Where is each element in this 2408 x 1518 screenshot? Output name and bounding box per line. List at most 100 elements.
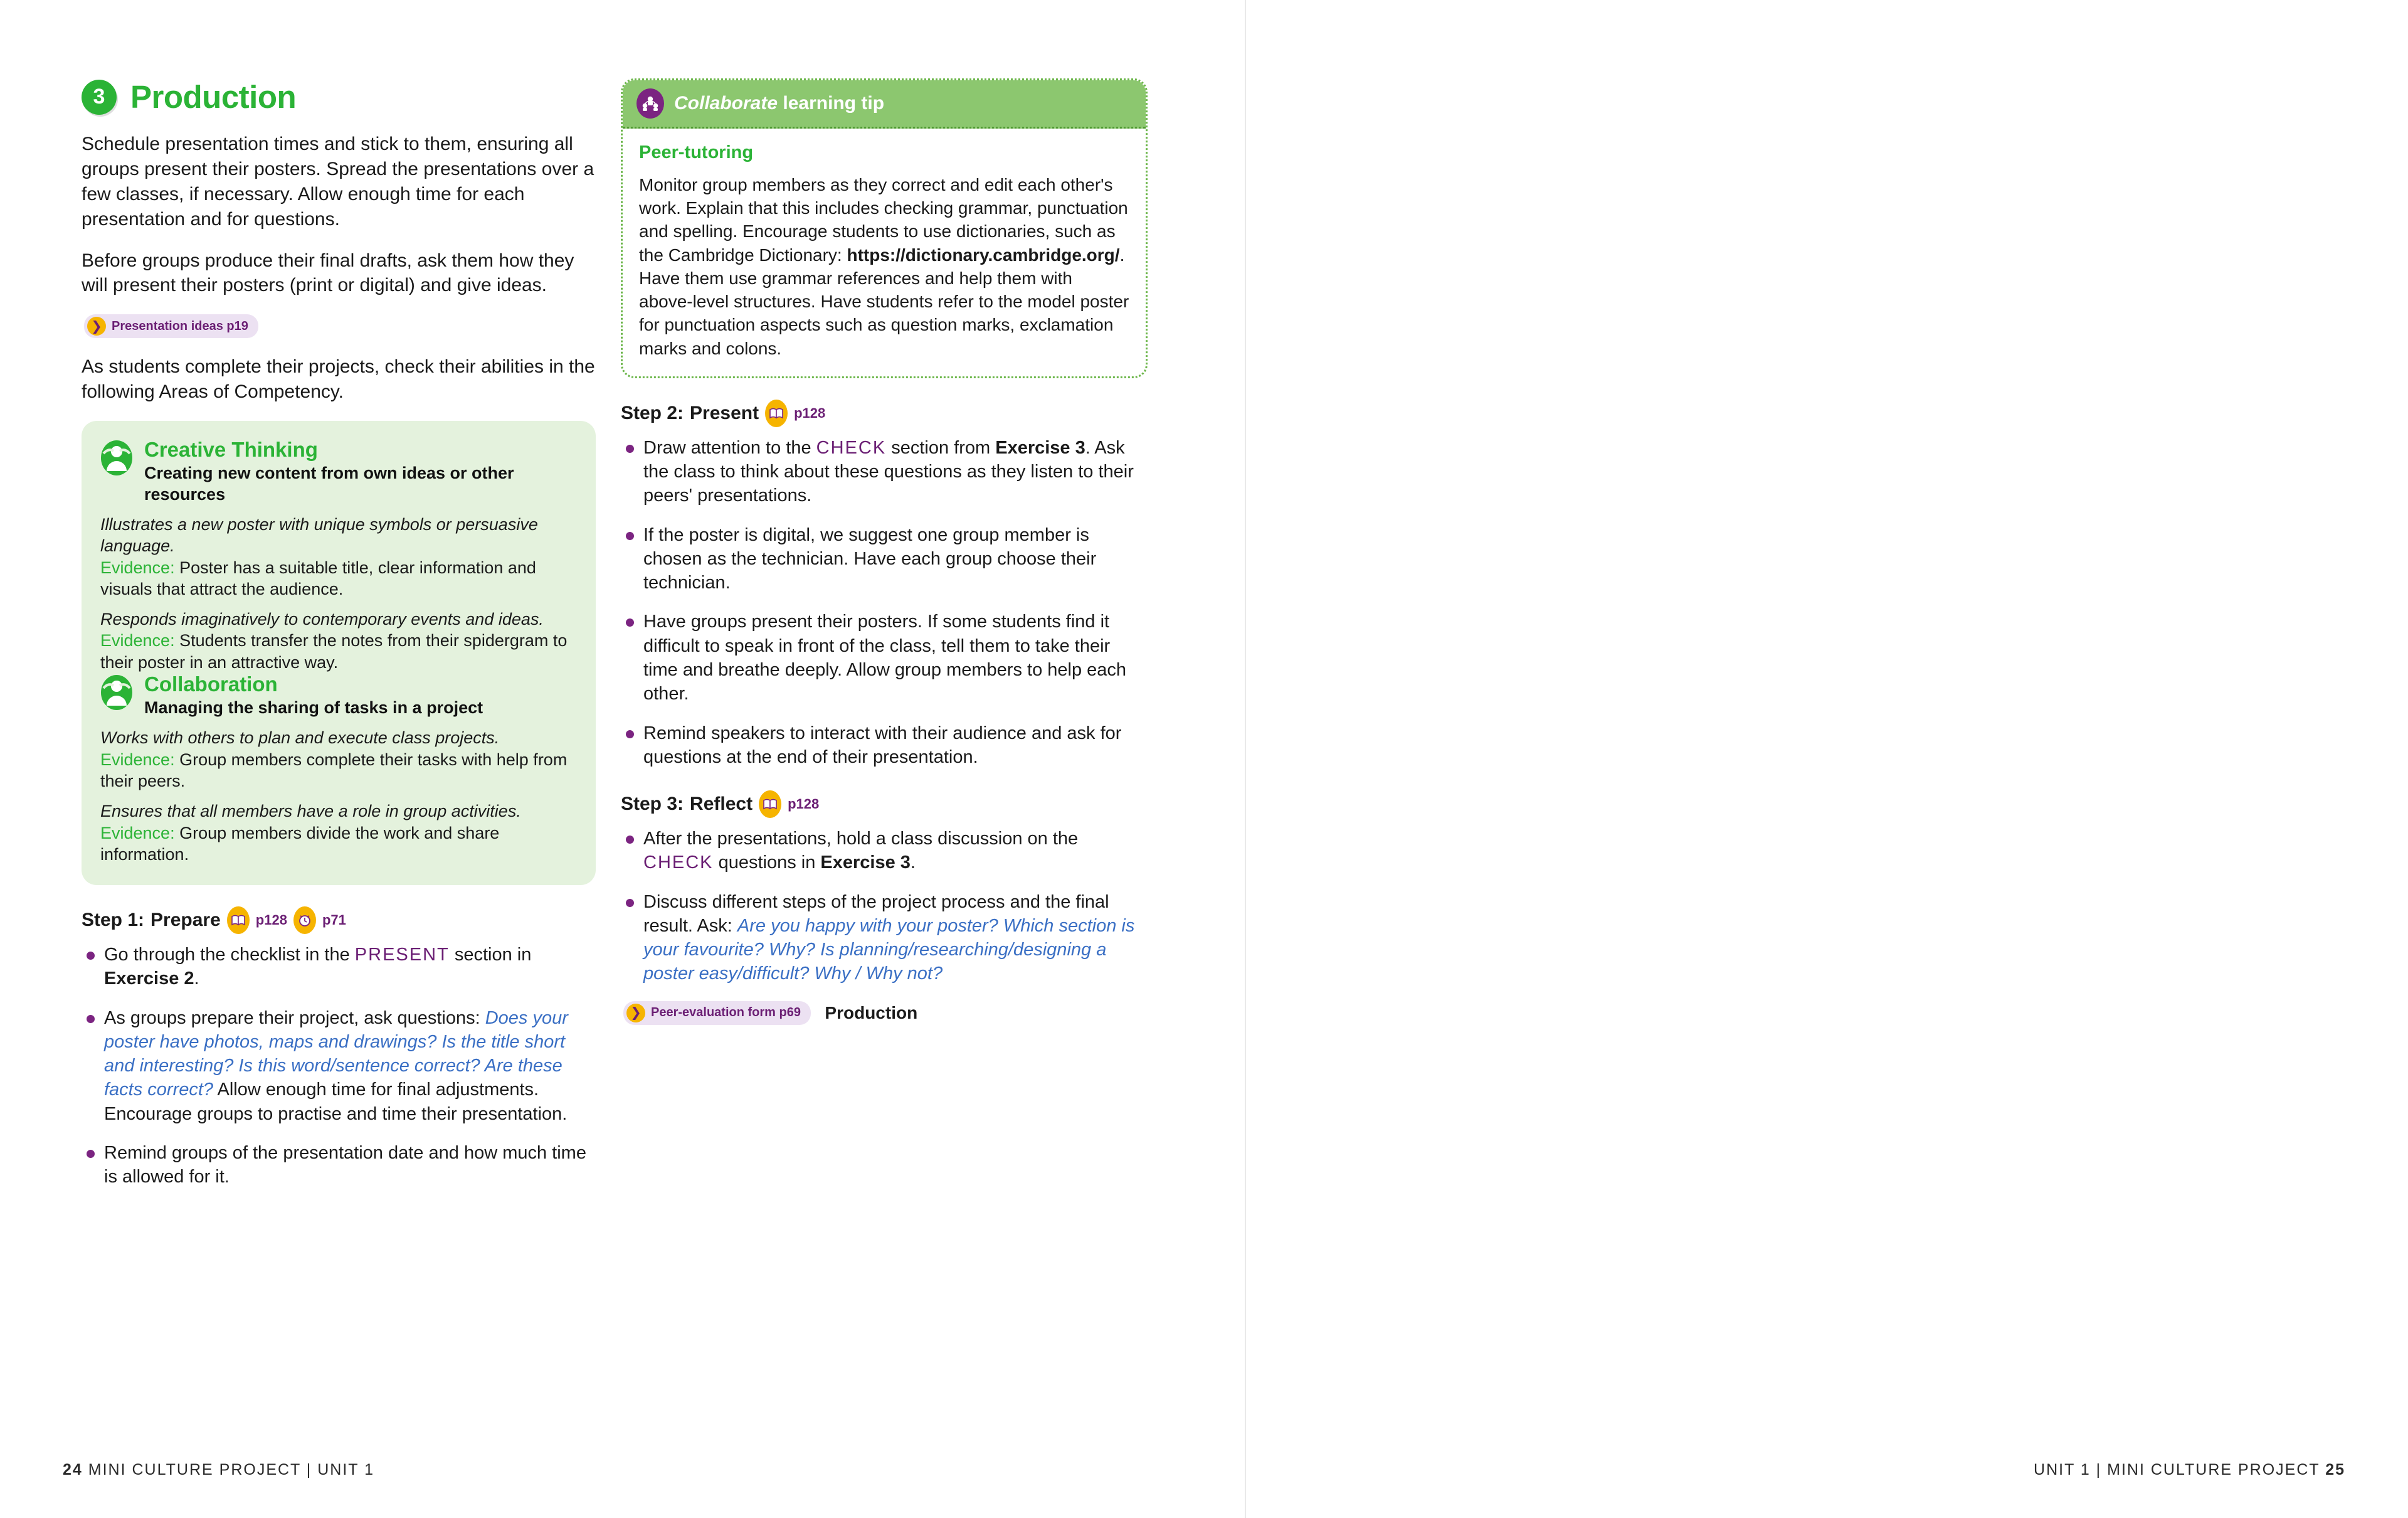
left-column: 3 Production Schedule presentation times… <box>82 78 596 1204</box>
step-label: Step 1: <box>82 910 145 931</box>
bullet-text: section in <box>449 945 532 965</box>
person-competency-icon <box>101 674 132 710</box>
intro-paragraph-2: Before groups produce their final drafts… <box>82 250 574 296</box>
page-ref-book: p128 <box>794 405 826 421</box>
section-number-badge: 3 <box>82 79 117 115</box>
competency-subtitle: Managing the sharing of tasks in a proje… <box>144 698 483 717</box>
page-ref-clock: p71 <box>322 912 346 928</box>
right-page: Project evaluation rubric: a poster Use … <box>1245 0 2408 1518</box>
bullet-text: Draw attention to the <box>643 437 816 458</box>
step-1-bullets: Go through the checklist in the PRESENT … <box>82 943 596 1189</box>
list-item: After the presentations, hold a class di… <box>621 827 1148 875</box>
competency-can-do: Works with others to plan and execute cl… <box>100 728 500 748</box>
tip-title-italic: Collaborate <box>674 93 778 114</box>
bullet-text: section from <box>886 437 996 458</box>
bullet-text: . Ask the class to think about these que… <box>643 437 1134 506</box>
production-label: Production <box>825 1002 918 1022</box>
competency-creative-thinking: Creative Thinking Creating new content f… <box>100 438 577 505</box>
step-1-heading: Step 1: Prepare p128 p71 <box>82 906 596 935</box>
list-item: Discuss different steps of the project p… <box>621 890 1148 986</box>
intro-paragraph-1: Schedule presentation times and stick to… <box>82 134 594 230</box>
smallcaps-check: CHECK <box>643 852 714 873</box>
step-name: Prepare <box>150 910 221 931</box>
bullet-text: Allow enough time for final adjustments.… <box>104 1080 568 1124</box>
page-number: 25 <box>2325 1461 2345 1478</box>
step-2-bullets: Draw attention to the CHECK section from… <box>621 436 1148 769</box>
book-icon <box>759 790 782 819</box>
bullet-text: . <box>910 852 916 873</box>
page-divider <box>1245 0 1246 1518</box>
competency-box: Creative Thinking Creating new content f… <box>82 421 596 886</box>
footer-text: UNIT 1 | MINI CULTURE PROJECT <box>2034 1461 2320 1478</box>
page-ref-book: p128 <box>788 796 820 812</box>
footer-text: MINI CULTURE PROJECT | UNIT 1 <box>88 1461 374 1478</box>
bullet-text: . <box>194 969 199 989</box>
competency-name: Creative Thinking <box>144 438 318 462</box>
collaborate-group-icon <box>636 88 664 119</box>
competency-can-do: Ensures that all members have a role in … <box>100 802 521 821</box>
list-item: Remind groups of the presentation date a… <box>82 1141 596 1189</box>
tip-header: Collaborate learning tip <box>623 80 1146 129</box>
exercise-ref: Exercise 3 <box>995 437 1085 458</box>
bullet-text: questions in <box>713 852 821 873</box>
exercise-ref: Exercise 2 <box>104 969 194 989</box>
competency-evidence: Evidence: Poster has a suitable title, c… <box>100 557 577 600</box>
smallcaps-present: PRESENT <box>354 945 450 965</box>
chevron-right-icon: ❯ <box>626 1003 645 1022</box>
bullet-text: Go through the checklist in the <box>104 945 355 965</box>
tip-subtitle: Peer-tutoring <box>639 142 754 162</box>
clock-icon <box>293 906 316 935</box>
left-page: 3 Production Schedule presentation times… <box>63 78 1148 1479</box>
footer-right: UNIT 1 | MINI CULTURE PROJECT 25 <box>2034 1461 2345 1479</box>
list-item: Remind speakers to interact with their a… <box>621 721 1148 770</box>
step-2-heading: Step 2: Present p128 <box>621 399 1148 427</box>
book-icon <box>765 399 788 427</box>
evidence-label: Evidence: <box>100 823 175 842</box>
chevron-right-icon: ❯ <box>87 317 106 336</box>
smallcaps-check: CHECK <box>816 437 887 458</box>
dictionary-url[interactable]: https://dictionary.cambridge.org/ <box>847 245 1120 265</box>
competency-can-do: Illustrates a new poster with unique sym… <box>100 515 538 556</box>
pill-label: Peer-evaluation form p69 <box>651 1006 801 1020</box>
footer-left: 24 MINI CULTURE PROJECT | UNIT 1 <box>63 1461 374 1479</box>
bullet-text: After the presentations, hold a class di… <box>643 829 1079 849</box>
step-name: Present <box>690 402 759 423</box>
pill-label: Presentation ideas p19 <box>112 319 248 333</box>
evidence-text: Group members divide the work and share … <box>100 823 500 864</box>
tip-title: Collaborate learning tip <box>674 93 884 114</box>
step-3-bullets: After the presentations, hold a class di… <box>621 827 1148 986</box>
page-number: 24 <box>63 1461 83 1478</box>
pill-presentation-ideas[interactable]: ❯ Presentation ideas p19 <box>84 314 258 339</box>
competency-evidence: Evidence: Group members complete their t… <box>100 749 577 792</box>
evidence-text: Group members complete their tasks with … <box>100 750 568 790</box>
evidence-text: Poster has a suitable title, clear infor… <box>100 558 536 598</box>
book-icon <box>226 906 250 935</box>
step-3-heading: Step 3: Reflect p128 <box>621 790 1148 819</box>
list-item: Have groups present their posters. If so… <box>621 610 1148 706</box>
tip-body: Peer-tutoring Monitor group members as t… <box>623 129 1146 376</box>
evidence-label: Evidence: <box>100 558 175 577</box>
middle-column: Collaborate learning tip Peer-tutoring M… <box>621 78 1148 1025</box>
person-competency-icon <box>101 440 132 476</box>
list-item: Draw attention to the CHECK section from… <box>621 436 1148 508</box>
list-item: As groups prepare their project, ask que… <box>82 1006 596 1126</box>
question-prompt: Are you happy with your poster? Which se… <box>643 915 1135 984</box>
collaborate-learning-tip: Collaborate learning tip Peer-tutoring M… <box>621 78 1148 378</box>
tip-text: Monitor group members as they correct an… <box>639 173 1129 360</box>
bullet-text: As groups prepare their project, ask que… <box>104 1007 485 1028</box>
list-item: If the poster is digital, we suggest one… <box>621 523 1148 595</box>
exercise-ref: Exercise 3 <box>820 852 911 873</box>
list-item: Go through the checklist in the PRESENT … <box>82 943 596 991</box>
competency-collaboration: Collaboration Managing the sharing of ta… <box>100 672 577 718</box>
evidence-label: Evidence: <box>100 750 175 769</box>
competency-can-do: Responds imaginatively to contemporary e… <box>100 610 544 629</box>
pill-peer-evaluation-form[interactable]: ❯ Peer-evaluation form p69 <box>623 1001 811 1025</box>
step-label: Step 2: <box>621 402 684 423</box>
evidence-text: Students transfer the notes from their s… <box>100 631 568 672</box>
step-label: Step 3: <box>621 794 684 815</box>
tip-text-a: Monitor group members as they correct an… <box>639 175 1128 265</box>
step-name: Reflect <box>690 794 753 815</box>
question-prompt: Does your poster have photos, maps and d… <box>104 1007 568 1100</box>
evidence-label: Evidence: <box>100 631 175 650</box>
page-title: Production <box>130 79 297 115</box>
